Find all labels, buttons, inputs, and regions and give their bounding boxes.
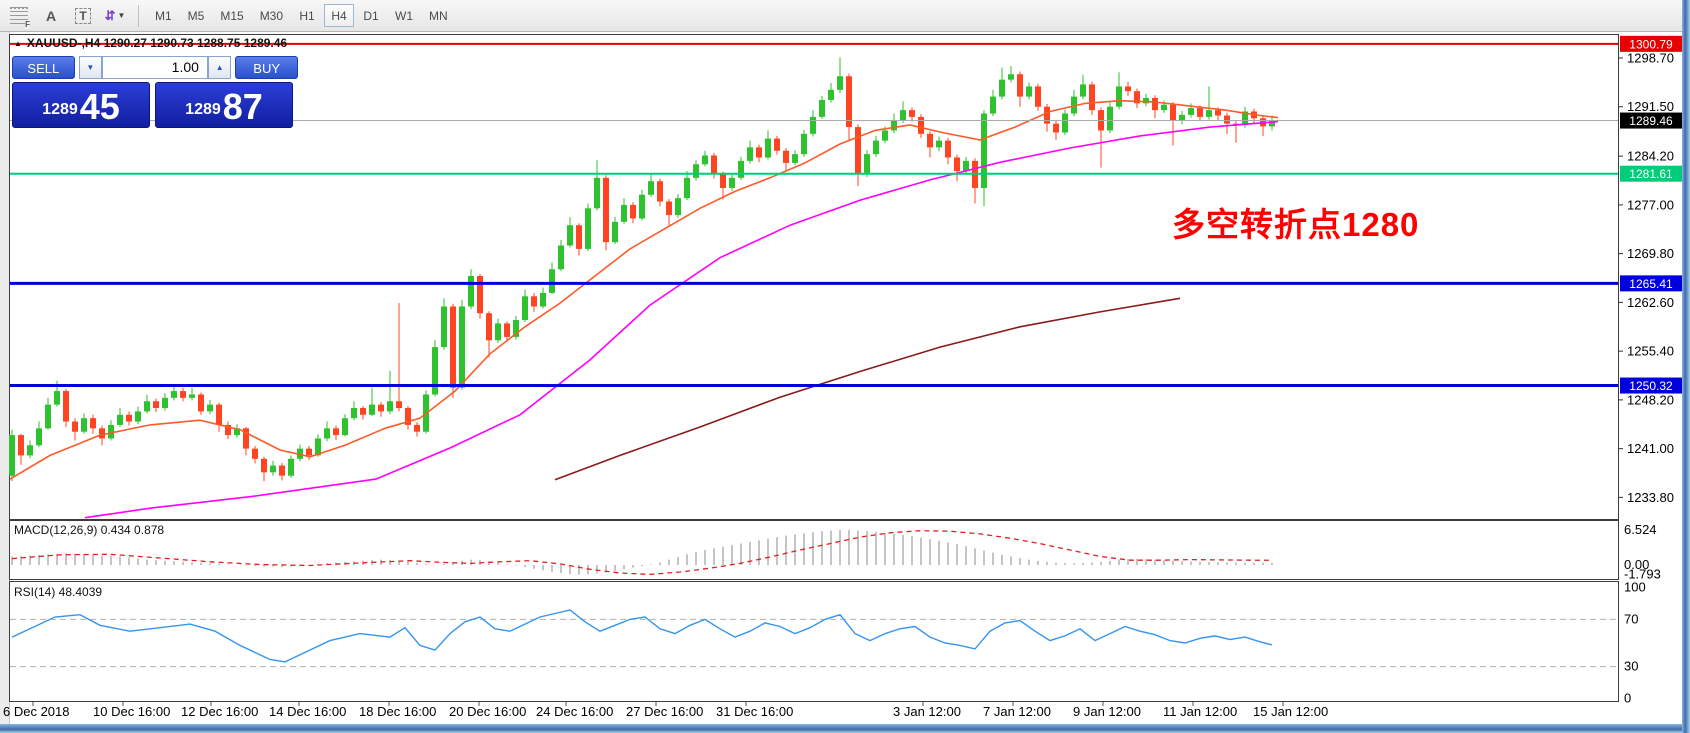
svg-text:100: 100 — [1624, 580, 1646, 595]
svg-text:1248.20: 1248.20 — [1627, 392, 1674, 407]
timeframe-buttons: M1 M5 M15 M30 H1 H4 D1 W1 MN — [147, 4, 456, 27]
tf-button-m1[interactable]: M1 — [148, 4, 179, 27]
price-badge-1281.61 — [1620, 165, 1682, 182]
candles — [9, 57, 1275, 482]
time-label: 18 Dec 16:00 — [359, 704, 436, 719]
toolbar-separator — [138, 4, 139, 27]
svg-text:1255.40: 1255.40 — [1627, 344, 1674, 359]
svg-text:1284.20: 1284.20 — [1627, 149, 1674, 164]
svg-text:-1.793: -1.793 — [1624, 567, 1661, 582]
chart-title: ▲ XAUUSD-,H4 1290.27 1290.73 1288.75 128… — [14, 36, 287, 50]
volume-increase-button[interactable]: ▲ — [207, 56, 232, 79]
svg-text:1298.70: 1298.70 — [1627, 51, 1674, 66]
price-badge-1300.79 — [1620, 35, 1682, 52]
tf-button-d1[interactable]: D1 — [356, 4, 386, 27]
rsi-line — [11, 609, 1273, 663]
svg-text:1262.60: 1262.60 — [1627, 295, 1674, 310]
chart-annotation-text: 多空转折点1280 — [1172, 206, 1420, 243]
ask-price-panel[interactable]: 1289 87 — [155, 82, 293, 128]
tf-button-w1[interactable]: W1 — [388, 4, 420, 27]
bid-big-figure: 1289 — [42, 101, 78, 118]
price-badge-1250.32 — [1620, 377, 1682, 394]
ask-pips: 87 — [222, 86, 263, 127]
svg-text:30: 30 — [1624, 659, 1638, 674]
svg-text:6.524: 6.524 — [1624, 522, 1657, 537]
collapse-icon[interactable]: ▲ — [14, 38, 22, 48]
macd-indicator-label: MACD(12,26,9) 0.434 0.878 — [14, 523, 165, 537]
tf-button-mn[interactable]: MN — [422, 4, 455, 27]
svg-text:0: 0 — [1624, 690, 1631, 705]
time-label: 20 Dec 16:00 — [449, 704, 526, 719]
macd-signal-line — [11, 530, 1273, 576]
symbol-ohlc-text: XAUUSD-,H4 1290.27 1290.73 1288.75 1289.… — [26, 36, 288, 50]
volume-decrease-button[interactable]: ▼ — [78, 56, 103, 79]
cycle-arrows-icon[interactable]: ⇵ ▼ — [104, 7, 126, 23]
time-label: 9 Jan 12:00 — [1073, 704, 1141, 719]
sell-button[interactable]: SELL — [12, 56, 75, 79]
text-label-icon[interactable]: T — [70, 4, 96, 28]
time-label: 12 Dec 16:00 — [181, 704, 258, 719]
one-click-trade-panel: SELL ▼ 1.00 ▲ BUY 1289 45 1289 87 — [12, 56, 298, 128]
svg-text:1265.41: 1265.41 — [1629, 277, 1673, 291]
svg-text:1281.61: 1281.61 — [1629, 167, 1673, 181]
tf-button-h1[interactable]: H1 — [292, 4, 322, 27]
time-label: 15 Jan 12:00 — [1253, 704, 1328, 719]
time-label: 31 Dec 16:00 — [716, 704, 793, 719]
svg-text:1300.79: 1300.79 — [1629, 37, 1673, 51]
macd-histogram — [11, 530, 1273, 575]
svg-text:70: 70 — [1624, 611, 1638, 626]
ma-mid-line — [84, 120, 1279, 519]
time-label: 14 Dec 16:00 — [269, 704, 346, 719]
cursor-tool-icon[interactable]: A — [45, 7, 57, 24]
time-label: 24 Dec 16:00 — [536, 704, 613, 719]
tf-button-m15[interactable]: M15 — [213, 4, 250, 27]
tf-button-m30[interactable]: M30 — [253, 4, 290, 27]
svg-text:1250.32: 1250.32 — [1629, 379, 1673, 393]
chevron-down-icon: ▼ — [117, 11, 126, 20]
svg-text:1241.00: 1241.00 — [1627, 441, 1674, 456]
time-label: 10 Dec 16:00 — [93, 704, 170, 719]
volume-input[interactable]: 1.00 — [102, 56, 208, 79]
time-label: 3 Jan 12:00 — [893, 704, 961, 719]
ask-big-figure: 1289 — [185, 101, 221, 118]
ma-fast-line — [9, 99, 1279, 480]
rsi-indicator-label: RSI(14) 48.4039 — [14, 585, 103, 599]
ma-slow-line — [554, 297, 1181, 481]
bid-pips: 45 — [79, 86, 120, 127]
time-label: 7 Jan 12:00 — [983, 704, 1051, 719]
price-badge-1289.46 — [1620, 112, 1682, 129]
time-label: 27 Dec 16:00 — [626, 704, 703, 719]
window-right-border — [1682, 0, 1690, 733]
tf-button-h4[interactable]: H4 — [324, 4, 355, 27]
window-bottom-border — [0, 724, 1690, 733]
buy-button[interactable]: BUY — [235, 56, 298, 79]
rsi-plot-frame — [9, 581, 1619, 702]
svg-text:1277.00: 1277.00 — [1627, 197, 1674, 212]
tf-button-m5[interactable]: M5 — [181, 4, 212, 27]
svg-text:0.00: 0.00 — [1624, 557, 1649, 572]
svg-text:1289.46: 1289.46 — [1629, 114, 1673, 128]
time-label: 11 Jan 12:00 — [1163, 704, 1237, 719]
price-badge-1265.41 — [1620, 275, 1682, 292]
indicators-grid-icon[interactable]: F — [6, 4, 32, 29]
toolbar: F A T ⇵ ▼ M1 M5 M15 M30 H1 H4 D1 W1 MN — [0, 0, 1690, 32]
svg-text:1291.50: 1291.50 — [1627, 99, 1674, 114]
svg-text:1269.80: 1269.80 — [1627, 246, 1674, 261]
time-label: 6 Dec 2018 — [3, 704, 70, 719]
bid-price-panel[interactable]: 1289 45 — [12, 82, 150, 128]
svg-text:1233.80: 1233.80 — [1627, 490, 1674, 505]
